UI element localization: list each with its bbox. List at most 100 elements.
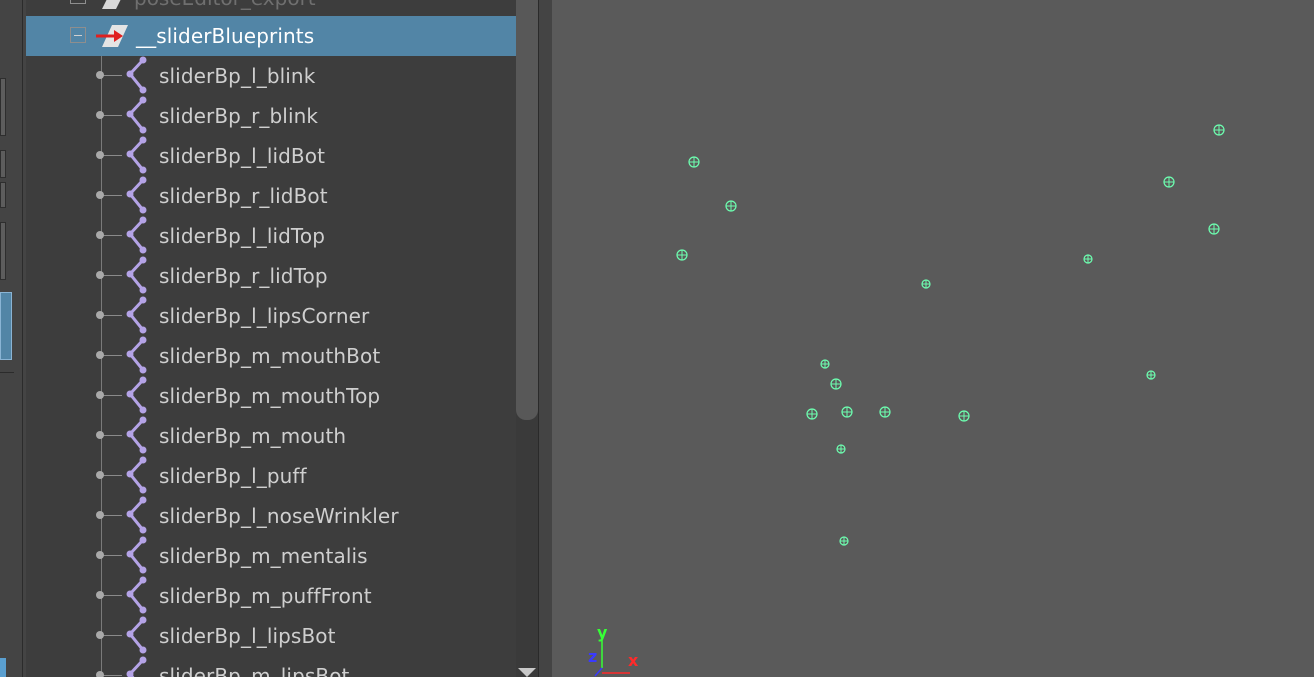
locator-icon[interactable] (921, 279, 931, 289)
tree-branch-line (102, 395, 122, 396)
locator-icon[interactable] (806, 408, 818, 420)
outliner-item-label: sliderBp_l_blink (159, 64, 316, 88)
outliner-item[interactable]: sliderBp_l_lidTop (26, 216, 516, 256)
set-icon (102, 0, 121, 9)
outliner-item-label: sliderBp_r_lidBot (159, 184, 328, 208)
locator-icon[interactable] (725, 200, 737, 212)
tree-node-dot (96, 191, 104, 199)
outliner-item[interactable]: sliderBp_m_mentalis (26, 536, 516, 576)
outliner-item[interactable]: sliderBp_m_puffFront (26, 576, 516, 616)
toolbar-button[interactable] (0, 222, 6, 280)
joint-icon (126, 576, 147, 614)
outliner-item[interactable]: sliderBp_l_lipsBot (26, 616, 516, 656)
outliner-item[interactable]: sliderBp_r_lidTop (26, 256, 516, 296)
outliner-item-label: sliderBp_m_mouthBot (159, 344, 381, 368)
outliner-item[interactable]: sliderBp_r_lidBot (26, 176, 516, 216)
locator-icon[interactable] (820, 359, 830, 369)
joint-icon (126, 376, 147, 414)
tree-branch-line (102, 675, 122, 676)
toolbar-indicator (0, 658, 6, 677)
joint-icon (126, 336, 147, 374)
outliner-item[interactable]: sliderBp_l_lipsCorner (26, 296, 516, 336)
joint-icon (126, 296, 147, 334)
collapse-toggle[interactable] (70, 27, 86, 43)
tree-branch-line (102, 555, 122, 556)
outliner-item[interactable]: sliderBp_r_blink (26, 96, 516, 136)
tree-node-dot (96, 511, 104, 519)
z-axis-label: z (588, 647, 597, 666)
outliner-item-label: sliderBp_l_noseWrinkler (159, 504, 399, 528)
locator-icon[interactable] (676, 249, 688, 261)
tree-node-dot (96, 111, 104, 119)
x-axis-label: x (628, 651, 639, 670)
locator-icon[interactable] (836, 444, 846, 454)
tree-node-dot (96, 391, 104, 399)
toolbar-button-active[interactable] (0, 292, 12, 360)
scrollbar-thumb[interactable] (516, 0, 538, 420)
panel-splitter[interactable] (538, 0, 553, 677)
joint-icon (126, 136, 147, 174)
scroll-down-arrow-icon[interactable] (518, 668, 536, 677)
locator-icon[interactable] (1146, 370, 1156, 380)
group-set-icon (96, 25, 128, 47)
outliner-item-label: sliderBp_m_mouth (159, 424, 347, 448)
outliner-item-label: sliderBp_l_lidBot (159, 144, 326, 168)
outliner-item[interactable]: sliderBp_m_lipsBot (26, 656, 516, 677)
tree-branch-line (102, 195, 122, 196)
outliner-item[interactable]: sliderBp_l_noseWrinkler (26, 496, 516, 536)
tree-branch-line (102, 355, 122, 356)
joint-icon (126, 256, 147, 294)
locator-icon[interactable] (958, 410, 970, 422)
locator-icon[interactable] (841, 406, 853, 418)
viewport-3d[interactable]: y z x (552, 0, 1314, 677)
joint-icon (126, 96, 147, 134)
tree-branch-line (102, 435, 122, 436)
toolbar-button[interactable] (0, 182, 6, 208)
joint-icon (126, 56, 147, 94)
tree-node-dot (96, 311, 104, 319)
locator-icon[interactable] (1083, 254, 1093, 264)
tree-node-dot (96, 271, 104, 279)
tree-node-dot (96, 351, 104, 359)
outliner-item[interactable]: sliderBp_l_puff (26, 456, 516, 496)
outliner-item-label: sliderBp_m_mouthTop (159, 384, 381, 408)
tree-node-dot (96, 151, 104, 159)
tree-branch-line (102, 515, 122, 516)
outliner-panel: poseEditor_export __sliderBlueprints sli… (26, 0, 516, 677)
tree-node-dot (96, 551, 104, 559)
tree-node-dot (96, 591, 104, 599)
tree-connector-line (101, 50, 102, 677)
tree-branch-line (102, 475, 122, 476)
locator-icon[interactable] (839, 536, 849, 546)
outliner-item-pose-editor-export[interactable]: poseEditor_export (26, 0, 516, 18)
outliner-item[interactable]: sliderBp_m_mouthTop (26, 376, 516, 416)
toolbar-button[interactable] (0, 150, 6, 178)
tree-branch-line (102, 75, 122, 76)
outliner-item[interactable]: sliderBp_m_mouth (26, 416, 516, 456)
outliner-item[interactable]: sliderBp_m_mouthBot (26, 336, 516, 376)
y-axis-label: y (597, 623, 608, 642)
joint-icon (126, 176, 147, 214)
locator-icon[interactable] (830, 378, 842, 390)
expand-toggle[interactable] (70, 0, 86, 4)
locator-icon[interactable] (1208, 223, 1220, 235)
locator-icon[interactable] (1163, 176, 1175, 188)
viewport-canvas[interactable] (552, 0, 1314, 677)
outliner-item[interactable]: sliderBp_l_blink (26, 56, 516, 96)
outliner-item-label: __sliderBlueprints (136, 24, 315, 48)
toolbar-button[interactable] (0, 78, 6, 136)
joint-icon (126, 656, 147, 677)
joint-icon (126, 536, 147, 574)
outliner-item-label: sliderBp_l_puff (159, 464, 307, 488)
locator-icon[interactable] (688, 156, 700, 168)
locator-icon[interactable] (879, 406, 891, 418)
tree-branch-line (102, 115, 122, 116)
joint-icon (126, 616, 147, 654)
outliner-item-label: sliderBp_m_lipsBot (159, 664, 350, 677)
toolbar-divider (0, 372, 14, 373)
locator-icon[interactable] (1213, 124, 1225, 136)
outliner-item[interactable]: sliderBp_l_lidBot (26, 136, 516, 176)
outliner-item-label: sliderBp_m_puffFront (159, 584, 372, 608)
outliner-item-slider-blueprints[interactable]: __sliderBlueprints (26, 16, 516, 56)
tree-branch-line (102, 595, 122, 596)
